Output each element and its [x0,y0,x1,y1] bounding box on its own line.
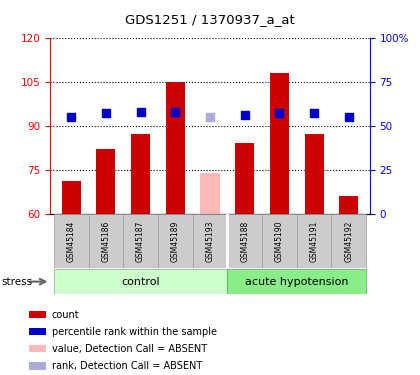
Text: stress: stress [1,277,32,286]
Bar [331,214,366,268]
Bar [62,182,81,214]
Point [345,114,352,120]
Text: rank, Detection Call = ABSENT: rank, Detection Call = ABSENT [52,361,202,371]
Text: control: control [121,277,160,286]
Text: GSM45192: GSM45192 [344,220,353,262]
Bar [89,214,123,268]
Text: GSM45187: GSM45187 [136,220,145,262]
Text: GDS1251 / 1370937_a_at: GDS1251 / 1370937_a_at [125,13,295,26]
Text: value, Detection Call = ABSENT: value, Detection Call = ABSENT [52,344,207,354]
Text: GSM45186: GSM45186 [101,220,110,262]
Text: count: count [52,310,79,320]
Bar [29,345,46,352]
Text: GSM45190: GSM45190 [275,220,284,262]
Bar [193,214,227,268]
Bar [131,135,150,214]
Bar [96,149,116,214]
Point [207,114,213,120]
Bar [270,73,289,214]
Bar [200,172,220,214]
Point [276,110,283,116]
Point [137,108,144,114]
Text: percentile rank within the sample: percentile rank within the sample [52,327,217,337]
Text: acute hypotension: acute hypotension [245,277,349,286]
Text: GSM45184: GSM45184 [67,220,76,262]
Bar [262,214,297,268]
Bar [158,214,193,268]
Text: GSM45189: GSM45189 [171,220,180,262]
Bar [123,214,158,268]
Point [241,112,248,118]
Text: GSM45188: GSM45188 [240,220,249,262]
Bar [29,328,46,335]
Text: GSM45193: GSM45193 [205,220,215,262]
Bar [54,214,89,268]
Bar [29,362,46,370]
Bar [227,269,366,294]
Bar [304,135,324,214]
Bar [297,214,331,268]
Bar [29,311,46,318]
Text: GSM45191: GSM45191 [310,220,319,262]
Bar [166,82,185,214]
Bar [235,143,254,214]
Point [102,110,109,116]
Bar [339,196,358,214]
Bar [227,214,262,268]
Point [172,108,178,114]
Point [68,114,75,120]
Point [311,110,318,116]
Bar [54,269,227,294]
